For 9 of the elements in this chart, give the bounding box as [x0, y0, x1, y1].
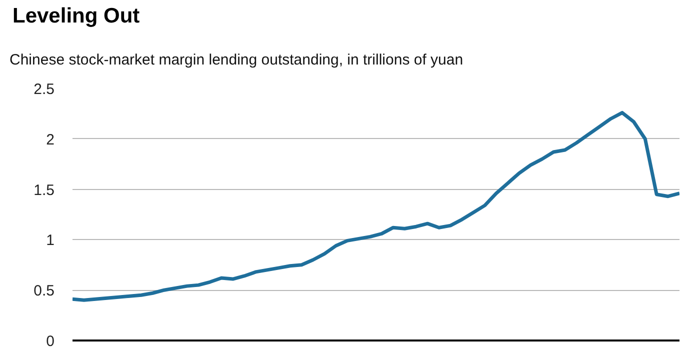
chart-title: Leveling Out: [12, 4, 140, 28]
y-tick-label: 2.5: [34, 81, 55, 98]
y-tick-label: 0.5: [34, 282, 55, 300]
y-tick-label: 1: [46, 232, 54, 250]
y-tick-label: 0: [46, 333, 54, 350]
line-series: [72, 110, 680, 302]
y-tick-label: 1.5: [34, 182, 55, 199]
y-tick-label: 2: [46, 131, 54, 148]
chart-subtitle: Chinese stock-market margin lending outstanding, in trillions of yuan: [10, 52, 464, 68]
